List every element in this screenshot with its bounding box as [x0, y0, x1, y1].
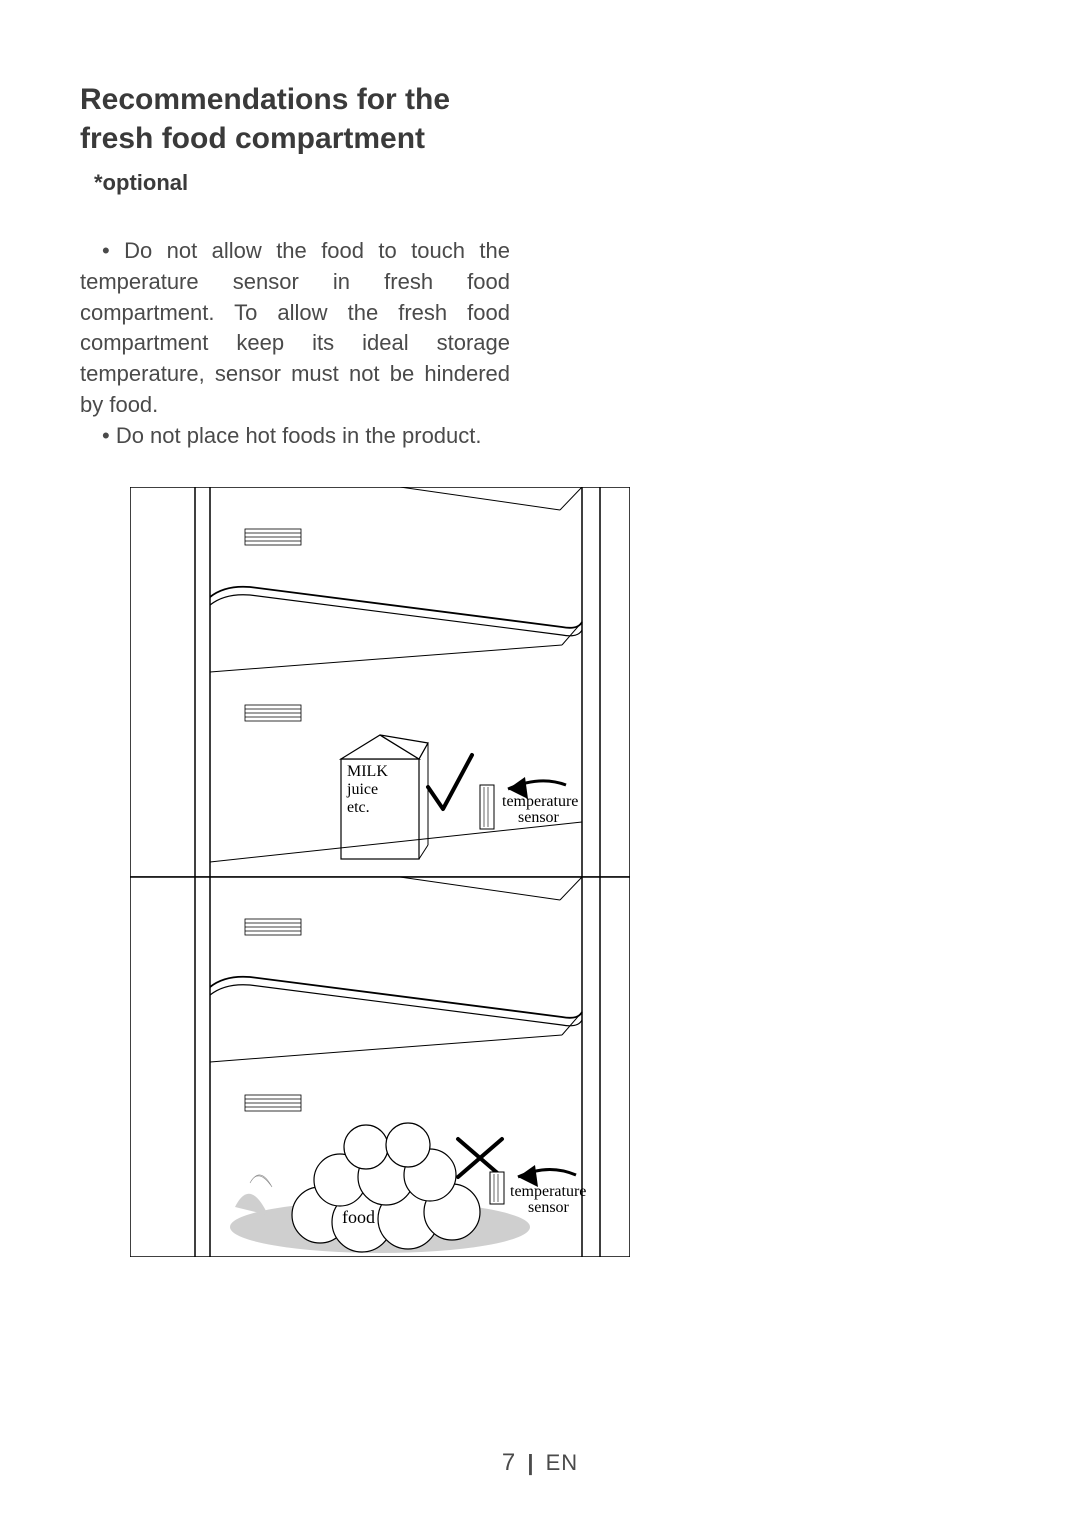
paragraph-1: • Do not allow the food to touch the tem… — [80, 236, 510, 421]
carton-label-3: etc. — [347, 799, 370, 816]
temperature-sensor-bottom — [490, 1172, 504, 1204]
sensor-label-bottom-2: sensor — [528, 1199, 570, 1216]
carton-label-2: juice — [346, 781, 378, 798]
fridge-diagram: MILK juice etc. temperature — [130, 487, 630, 1257]
body-text: • Do not allow the food to touch the tem… — [80, 236, 510, 452]
manual-page: Recommendations for the fresh food compa… — [0, 0, 1080, 1532]
temperature-sensor-top — [480, 785, 494, 829]
diagram-bottom: food tempera — [130, 877, 630, 1257]
optional-note: *optional — [94, 170, 1000, 196]
diagram-container: MILK juice etc. temperature — [130, 487, 1000, 1257]
heading-line-2: fresh food compartment — [80, 122, 425, 155]
sensor-label-bottom-1: temperature — [510, 1183, 586, 1200]
diagram-top: MILK juice etc. temperature — [130, 487, 630, 877]
page-number: 7 — [502, 1449, 515, 1476]
sensor-label-top-2: sensor — [518, 809, 560, 826]
section-heading: Recommendations for the fresh food compa… — [80, 80, 1000, 158]
heading-line-1: Recommendations for the — [80, 83, 450, 116]
footer-separator: | — [527, 1450, 533, 1475]
carton-label-1: MILK — [347, 763, 388, 780]
sensor-label-top-1: temperature — [502, 793, 578, 810]
footer-language: EN — [546, 1450, 579, 1475]
food-label: food — [342, 1207, 375, 1227]
page-footer: 7 | EN — [0, 1449, 1080, 1477]
paragraph-2: • Do not place hot foods in the product. — [80, 421, 510, 452]
